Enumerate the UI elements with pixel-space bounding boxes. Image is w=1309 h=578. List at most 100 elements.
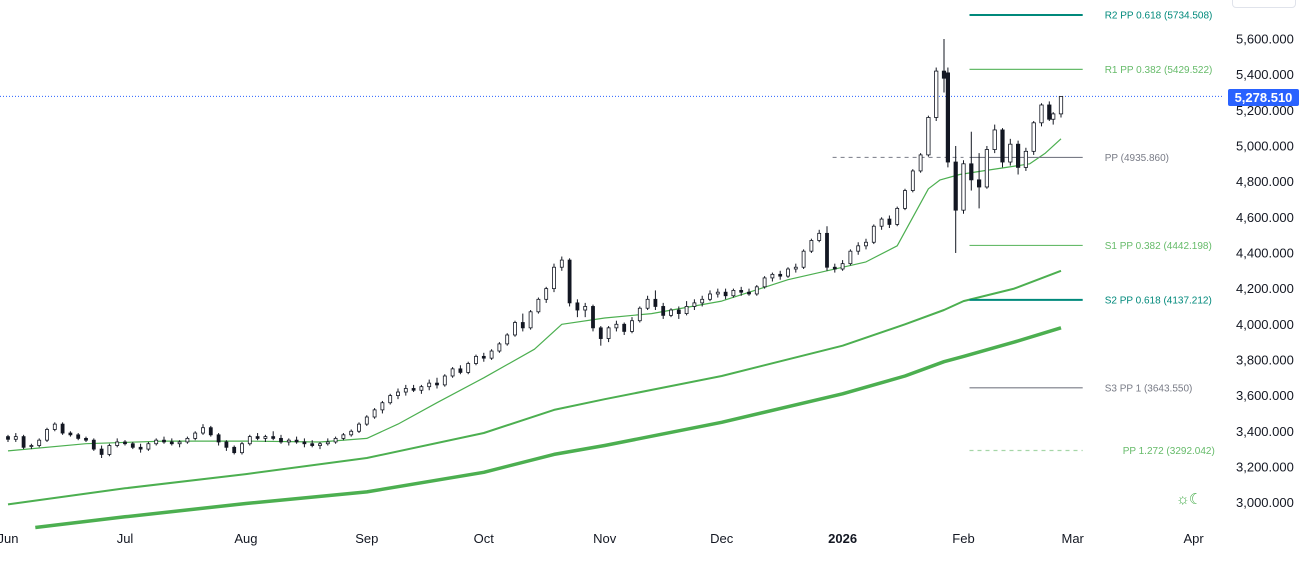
candle[interactable]	[977, 153, 982, 209]
candle[interactable]	[1023, 147, 1028, 171]
candle[interactable]	[1051, 112, 1056, 125]
candle[interactable]	[349, 429, 354, 437]
candle[interactable]	[1000, 128, 1005, 168]
candle[interactable]	[864, 238, 868, 250]
candle[interactable]	[364, 415, 369, 426]
candle[interactable]	[575, 299, 580, 318]
candle[interactable]	[279, 434, 283, 444]
candle[interactable]	[567, 258, 572, 307]
theme-toggle-icon[interactable]: ☼☾	[1176, 491, 1202, 508]
candle[interactable]	[645, 295, 650, 311]
candle[interactable]	[60, 422, 65, 435]
candle[interactable]	[271, 431, 276, 441]
candle[interactable]	[945, 67, 951, 168]
candle[interactable]	[302, 438, 307, 448]
candle[interactable]	[762, 276, 767, 289]
candle[interactable]	[778, 270, 783, 280]
candle[interactable]	[1031, 121, 1036, 155]
candle[interactable]	[817, 229, 822, 243]
candle[interactable]	[466, 361, 471, 375]
candle[interactable]	[286, 438, 291, 446]
candle[interactable]	[162, 436, 166, 444]
candle[interactable]	[255, 433, 260, 441]
candle[interactable]	[185, 436, 190, 444]
candle[interactable]	[68, 431, 73, 437]
candle[interactable]	[926, 115, 931, 157]
candle[interactable]	[786, 267, 790, 278]
candle[interactable]	[1058, 96, 1064, 118]
candle[interactable]	[318, 441, 322, 450]
candle[interactable]	[536, 297, 541, 314]
candle[interactable]	[216, 433, 221, 446]
candle[interactable]	[146, 441, 151, 451]
candle[interactable]	[606, 326, 611, 343]
candle[interactable]	[630, 317, 634, 334]
candle[interactable]	[481, 352, 486, 362]
candle[interactable]	[325, 438, 330, 446]
scale-button[interactable]	[1232, 0, 1296, 8]
candle[interactable]	[396, 388, 400, 400]
candle[interactable]	[770, 272, 775, 282]
candle[interactable]	[21, 434, 26, 450]
candle[interactable]	[1047, 101, 1052, 122]
candle[interactable]	[247, 434, 252, 446]
candles[interactable]	[6, 39, 1064, 459]
candle[interactable]	[692, 299, 697, 311]
candle[interactable]	[263, 434, 268, 442]
candle[interactable]	[848, 249, 853, 266]
candle[interactable]	[934, 67, 939, 122]
candle[interactable]	[224, 440, 229, 451]
candle[interactable]	[809, 238, 814, 253]
candle[interactable]	[419, 384, 424, 394]
candle[interactable]	[520, 313, 525, 332]
candle[interactable]	[961, 160, 966, 214]
candle[interactable]	[832, 263, 837, 273]
candle[interactable]	[99, 445, 104, 459]
candle[interactable]	[903, 188, 907, 211]
candle[interactable]	[310, 440, 315, 448]
candle[interactable]	[154, 438, 159, 446]
candle[interactable]	[240, 441, 244, 455]
candle[interactable]	[661, 302, 666, 319]
candle[interactable]	[918, 153, 923, 173]
candle[interactable]	[115, 438, 120, 448]
candle[interactable]	[435, 377, 439, 389]
candle[interactable]	[879, 217, 884, 230]
candle[interactable]	[45, 427, 49, 442]
candle[interactable]	[723, 288, 728, 300]
candle[interactable]	[1039, 103, 1044, 127]
candle[interactable]	[411, 384, 416, 393]
candle[interactable]	[676, 306, 681, 319]
candle[interactable]	[747, 288, 751, 296]
candle[interactable]	[895, 206, 900, 227]
candle[interactable]	[169, 438, 174, 446]
candle[interactable]	[653, 290, 658, 311]
candle[interactable]	[474, 354, 478, 366]
candle[interactable]	[442, 374, 447, 387]
candle[interactable]	[294, 436, 299, 444]
candle[interactable]	[130, 441, 135, 450]
candle[interactable]	[37, 438, 42, 448]
candle[interactable]	[505, 333, 510, 346]
candle[interactable]	[372, 408, 377, 419]
candle[interactable]	[6, 434, 10, 442]
candle[interactable]	[941, 39, 947, 93]
candle[interactable]	[614, 320, 619, 332]
candle[interactable]	[754, 285, 759, 296]
candle[interactable]	[193, 431, 198, 441]
candle[interactable]	[84, 436, 88, 442]
candle[interactable]	[341, 433, 346, 441]
candle[interactable]	[489, 349, 494, 360]
candle[interactable]	[669, 308, 673, 318]
candle[interactable]	[458, 365, 463, 375]
candle[interactable]	[544, 286, 549, 303]
time-axis[interactable]: Jun Jul Aug Sep Oct Nov Dec 2026 Feb Mar Apr	[0, 531, 1204, 546]
candle[interactable]	[208, 425, 213, 437]
candle[interactable]	[887, 215, 892, 228]
candle[interactable]	[583, 302, 588, 318]
candle[interactable]	[123, 440, 127, 446]
candle[interactable]	[333, 436, 338, 444]
candle[interactable]	[357, 422, 361, 434]
candle[interactable]	[201, 424, 205, 435]
